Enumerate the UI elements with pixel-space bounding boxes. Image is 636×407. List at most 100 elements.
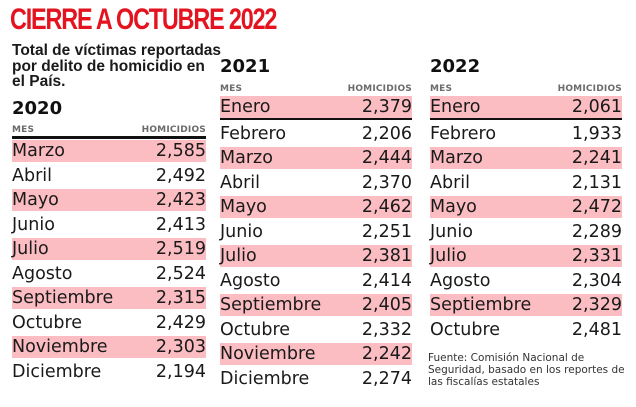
homicides-cell: 2,206 bbox=[361, 123, 412, 144]
table-row: Diciembre 2,194 bbox=[12, 360, 206, 385]
table-row: Agosto 2,414 bbox=[220, 269, 412, 294]
page-title: CIERRE A OCTUBRE 2022 bbox=[10, 3, 277, 36]
month-cell: Diciembre bbox=[220, 368, 310, 389]
year-heading-2022: 2022 bbox=[430, 56, 481, 77]
column-header-month: MES bbox=[12, 125, 35, 135]
homicides-cell: 2,414 bbox=[361, 270, 412, 291]
month-cell: Agosto bbox=[12, 263, 73, 284]
month-cell: Enero bbox=[220, 97, 271, 118]
year-heading-2021: 2021 bbox=[220, 56, 271, 77]
month-cell: Marzo bbox=[220, 148, 273, 169]
table-row: Octubre 2,429 bbox=[12, 311, 206, 336]
table-row: Mayo 2,462 bbox=[220, 196, 412, 219]
table-row: Septiembre 2,315 bbox=[12, 287, 206, 310]
table-row: Abril 2,492 bbox=[12, 164, 206, 189]
table-row: Octubre 2,481 bbox=[430, 318, 622, 343]
homicides-cell: 2,274 bbox=[361, 368, 412, 389]
table-body: Enero 2,061 Febrero 1,933 Marzo 2,241 Abril 2,1… bbox=[430, 96, 622, 342]
month-cell: Febrero bbox=[430, 123, 497, 144]
homicides-cell: 2,331 bbox=[571, 246, 622, 267]
homicides-cell: 2,131 bbox=[571, 172, 622, 193]
table-header: MES HOMICIDIOS bbox=[430, 84, 622, 95]
homicides-cell: 2,315 bbox=[155, 288, 206, 309]
homicides-cell: 2,061 bbox=[571, 97, 622, 118]
month-cell: Octubre bbox=[220, 319, 291, 340]
table-row: Septiembre 2,329 bbox=[430, 294, 622, 317]
month-cell: Junio bbox=[430, 221, 473, 242]
column-header-month: MES bbox=[220, 84, 243, 94]
month-cell: Noviembre bbox=[220, 344, 316, 365]
homicides-cell: 2,303 bbox=[155, 337, 206, 358]
homicides-cell: 2,194 bbox=[155, 361, 206, 382]
table-row: Febrero 1,933 bbox=[430, 122, 622, 147]
year-heading-2020: 2020 bbox=[12, 98, 63, 119]
table-row: Marzo 2,444 bbox=[220, 147, 412, 170]
homicides-cell: 2,481 bbox=[571, 319, 622, 340]
homicides-cell: 2,429 bbox=[155, 312, 206, 333]
month-cell: Abril bbox=[220, 172, 260, 193]
month-cell: Febrero bbox=[220, 123, 287, 144]
month-cell: Julio bbox=[12, 239, 49, 260]
table-row: Agosto 2,304 bbox=[430, 269, 622, 294]
table-row: Marzo 2,241 bbox=[430, 147, 622, 170]
table-row: Noviembre 2,303 bbox=[12, 336, 206, 359]
homicides-cell: 2,519 bbox=[155, 239, 206, 260]
table-row: Enero 2,379 bbox=[220, 96, 412, 121]
table-body: Enero 2,379 Febrero 2,206 Marzo 2,444 Abril 2,3… bbox=[220, 96, 412, 391]
table-row: Septiembre 2,405 bbox=[220, 294, 412, 317]
month-cell: Enero bbox=[430, 97, 481, 118]
month-cell: Agosto bbox=[220, 270, 281, 291]
table-row: Marzo 2,585 bbox=[12, 140, 206, 163]
table-row: Enero 2,061 bbox=[430, 96, 622, 121]
homicides-cell: 2,405 bbox=[361, 295, 412, 316]
table-row: Agosto 2,524 bbox=[12, 262, 206, 287]
month-cell: Marzo bbox=[12, 141, 65, 162]
source-note: Fuente: Comisión Nacional de Seguridad, … bbox=[428, 352, 625, 388]
month-cell: Septiembre bbox=[430, 295, 532, 316]
table-row: Abril 2,370 bbox=[220, 171, 412, 196]
month-cell: Agosto bbox=[430, 270, 491, 291]
table-row: Mayo 2,472 bbox=[430, 196, 622, 219]
homicides-cell: 2,370 bbox=[361, 172, 412, 193]
homicides-cell: 2,242 bbox=[361, 344, 412, 365]
table-row: Diciembre 2,274 bbox=[220, 367, 412, 392]
column-header-month: MES bbox=[430, 84, 453, 94]
column-header-homicides: HOMICIDIOS bbox=[347, 84, 412, 94]
table-row: Julio 2,331 bbox=[430, 245, 622, 268]
month-cell: Septiembre bbox=[12, 288, 114, 309]
homicides-cell: 2,251 bbox=[361, 221, 412, 242]
homicides-cell: 2,289 bbox=[571, 221, 622, 242]
month-cell: Mayo bbox=[430, 197, 477, 218]
table-body: Marzo 2,585 Abril 2,492 Mayo 2,423 Junio 2,413 J… bbox=[12, 140, 206, 384]
homicides-cell: 2,241 bbox=[571, 148, 622, 169]
month-cell: Abril bbox=[12, 165, 52, 186]
table-row: Mayo 2,423 bbox=[12, 189, 206, 212]
column-header-homicides: HOMICIDIOS bbox=[557, 84, 622, 94]
table-row: Junio 2,251 bbox=[220, 220, 412, 245]
homicides-cell: 2,524 bbox=[155, 263, 206, 284]
month-cell: Octubre bbox=[430, 319, 501, 340]
homicides-cell: 2,329 bbox=[571, 295, 622, 316]
homicides-cell: 2,332 bbox=[361, 319, 412, 340]
homicides-cell: 2,413 bbox=[155, 214, 206, 235]
homicides-cell: 2,444 bbox=[361, 148, 412, 169]
month-cell: Mayo bbox=[12, 190, 59, 211]
table-2021: MES HOMICIDIOS Enero 2,379 Febrero 2,206 Mar… bbox=[220, 84, 412, 391]
month-cell: Marzo bbox=[430, 148, 483, 169]
month-cell: Julio bbox=[430, 246, 467, 267]
table-row: Abril 2,131 bbox=[430, 171, 622, 196]
homicides-cell: 2,585 bbox=[155, 141, 206, 162]
table-header: MES HOMICIDIOS bbox=[12, 125, 206, 139]
table-row: Julio 2,381 bbox=[220, 245, 412, 268]
month-cell: Septiembre bbox=[220, 295, 322, 316]
month-cell: Abril bbox=[430, 172, 470, 193]
table-2022: MES HOMICIDIOS Enero 2,061 Febrero 1,933 Mar… bbox=[430, 84, 622, 342]
month-cell: Mayo bbox=[220, 197, 267, 218]
table-header: MES HOMICIDIOS bbox=[220, 84, 412, 95]
table-row: Junio 2,413 bbox=[12, 213, 206, 238]
homicides-cell: 2,492 bbox=[155, 165, 206, 186]
table-2020: MES HOMICIDIOS Marzo 2,585 Abril 2,492 Mayo 2… bbox=[12, 125, 206, 384]
subtitle: Total de víctimas reportadas por delito … bbox=[12, 42, 222, 90]
homicides-cell: 2,379 bbox=[361, 97, 412, 118]
month-cell: Diciembre bbox=[12, 361, 102, 382]
